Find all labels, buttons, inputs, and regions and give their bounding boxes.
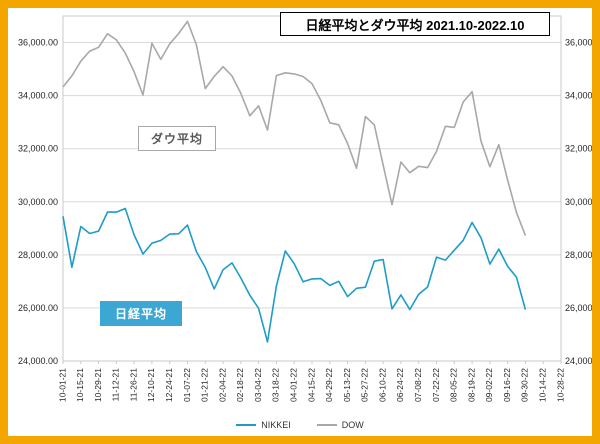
legend-item: DOW [316, 420, 364, 430]
x-tick-label: 08-05-22 [449, 368, 459, 402]
x-tick-label: 09-30-22 [520, 368, 530, 402]
x-tick-label: 05-27-22 [360, 368, 370, 402]
legend-series-name: NIKKEI [261, 420, 291, 430]
x-tick-label: 07-08-22 [413, 368, 423, 402]
y-tick-label-left: 32,000.00 [18, 144, 58, 154]
x-tick-label: 10-29-21 [93, 368, 103, 402]
legend-line-swatch [236, 424, 257, 426]
y-tick-label-right: 28,000.00 [565, 250, 592, 260]
x-tick-label: 08-19-22 [466, 368, 476, 402]
x-tick-label: 07-22-22 [431, 368, 441, 402]
x-tick-label: 12-10-21 [146, 368, 156, 402]
y-tick-label-left: 36,000.00 [18, 38, 58, 48]
x-tick-label: 03-18-22 [271, 368, 281, 402]
x-tick-label: 09-02-22 [484, 368, 494, 402]
series-line-dow [62, 20, 527, 236]
y-tick-label-left: 28,000.00 [18, 250, 58, 260]
series-line-nikkei [62, 207, 527, 343]
y-tick-label-right: 34,000.00 [565, 91, 592, 101]
x-tick-label: 10-01-21 [57, 368, 67, 402]
x-tick-label: 04-01-22 [288, 368, 298, 402]
x-tick-label: 04-15-22 [306, 368, 316, 402]
x-tick-label: 10-14-22 [537, 368, 547, 402]
legend: NIKKEI DOW [8, 420, 592, 430]
x-tick-label: 01-21-22 [200, 368, 210, 402]
dow-series-label: ダウ平均 [138, 126, 217, 151]
x-tick-label: 12-24-21 [164, 368, 174, 402]
chart-canvas: 24,000.00 24,000.00 26,000.00 26,000.00 28,0… [8, 8, 592, 436]
x-tick-label: 10-15-21 [75, 368, 85, 402]
x-tick-label: 11-26-21 [128, 368, 138, 402]
x-tick-label: 02-18-22 [235, 368, 245, 402]
x-tick-label: 01-07-22 [182, 368, 192, 402]
x-tick-label: 02-04-22 [217, 368, 227, 402]
x-tick-label: 03-04-22 [253, 368, 263, 402]
y-tick-label-left: 30,000.00 [18, 197, 58, 207]
x-tick-label: 11-12-21 [111, 368, 121, 402]
x-tick-label: 09-16-22 [502, 368, 512, 402]
x-tick-label: 10-28-22 [555, 368, 565, 402]
x-tick-label: 04-29-22 [324, 368, 334, 402]
y-tick-label-right: 36,000.00 [565, 38, 592, 48]
y-tick-label-right: 26,000.00 [565, 303, 592, 313]
plot-area: 24,000.00 24,000.00 26,000.00 26,000.00 28,0… [18, 15, 592, 402]
legend-line-swatch [316, 424, 337, 426]
x-tick-label: 06-24-22 [395, 368, 405, 402]
nikkei-series-label: 日経平均 [100, 301, 183, 326]
y-tick-label-right: 32,000.00 [565, 144, 592, 154]
x-tick-label: 05-13-22 [342, 368, 352, 402]
y-tick-label-left: 26,000.00 [18, 303, 58, 313]
legend-item: NIKKEI [236, 420, 291, 430]
y-tick-label-right: 30,000.00 [565, 197, 592, 207]
y-tick-label-right: 24,000.00 [565, 356, 592, 366]
y-tick-label-left: 34,000.00 [18, 91, 58, 101]
legend-series-name: DOW [341, 420, 364, 430]
y-tick-label-left: 24,000.00 [18, 356, 58, 366]
x-tick-label: 06-10-22 [377, 368, 387, 402]
chart-title: 日経平均とダウ平均 2021.10-2022.10 [280, 12, 550, 36]
